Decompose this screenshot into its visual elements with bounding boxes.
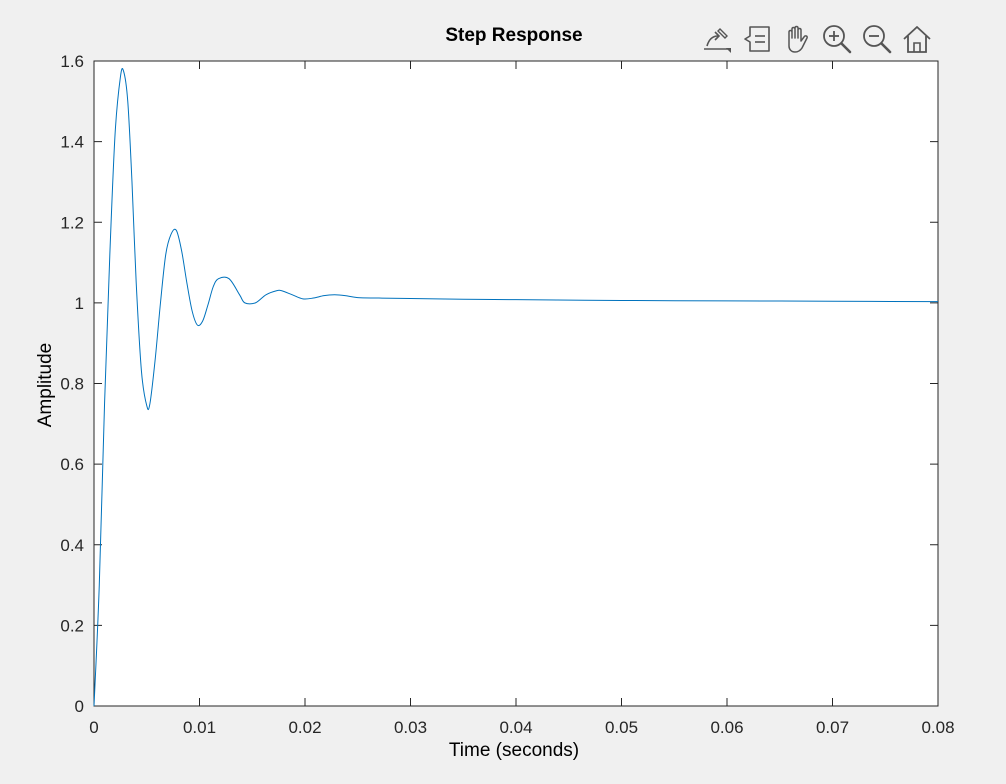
x-tick-label: 0	[89, 718, 98, 737]
chart-title: Step Response	[445, 25, 582, 46]
y-tick-label: 1	[75, 294, 84, 313]
zoom-in-button[interactable]	[818, 20, 856, 58]
x-tick-label: 0.05	[605, 718, 638, 737]
x-tick-label: 0.04	[499, 718, 532, 737]
tick-labels-layer: 0 0.01 0.02 0.03 0.04 0.05 0.06 0.07 0.08 0 0.2 0.4…	[60, 52, 954, 737]
data-tips-icon	[744, 26, 770, 52]
y-axis-label: Amplitude	[35, 343, 56, 428]
x-tick-label: 0.06	[710, 718, 743, 737]
y-tick-label: 0	[75, 697, 84, 716]
pan-hand-icon	[788, 25, 808, 53]
pan-button[interactable]	[778, 20, 816, 58]
data-tips-button[interactable]	[738, 20, 776, 58]
y-tick-label: 0.6	[60, 455, 84, 474]
restore-view-button[interactable]	[898, 20, 936, 58]
home-restore-icon	[903, 26, 931, 53]
y-tick-label: 0.4	[60, 536, 84, 555]
y-tick-label: 0.2	[60, 616, 84, 635]
x-tick-label: 0.01	[183, 718, 216, 737]
plot-area[interactable]	[93, 60, 939, 707]
zoom-out-button[interactable]	[858, 20, 896, 58]
x-tick-label: 0.02	[288, 718, 321, 737]
x-tick-label: 0.07	[816, 718, 849, 737]
axes-toolbar	[698, 20, 936, 58]
zoom-in-icon	[823, 25, 852, 54]
y-tick-label: 0.8	[60, 375, 84, 394]
x-tick-label: 0.08	[921, 718, 954, 737]
edit-plot-icon	[704, 28, 731, 53]
x-tick-label: 0.03	[394, 718, 427, 737]
y-tick-label: 1.4	[60, 133, 84, 152]
series-line	[93, 67, 939, 707]
y-tick-label: 1.2	[60, 213, 84, 232]
zoom-out-icon	[863, 25, 892, 54]
edit-plot-button[interactable]	[698, 20, 736, 58]
y-tick-label: 1.6	[60, 52, 84, 71]
x-axis-label: Time (seconds)	[449, 740, 579, 761]
